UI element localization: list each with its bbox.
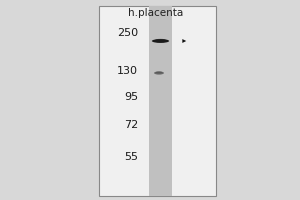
Ellipse shape <box>154 71 164 75</box>
Text: h.placenta: h.placenta <box>128 8 184 18</box>
Text: 250: 250 <box>117 28 138 38</box>
Ellipse shape <box>152 39 169 43</box>
Bar <box>149 6 172 196</box>
Ellipse shape <box>156 71 162 73</box>
Bar <box>99 6 216 196</box>
Ellipse shape <box>155 39 166 41</box>
Text: 130: 130 <box>117 66 138 76</box>
Ellipse shape <box>157 41 164 43</box>
Text: 95: 95 <box>124 92 138 102</box>
Text: 55: 55 <box>124 152 138 162</box>
Text: 72: 72 <box>124 120 138 130</box>
